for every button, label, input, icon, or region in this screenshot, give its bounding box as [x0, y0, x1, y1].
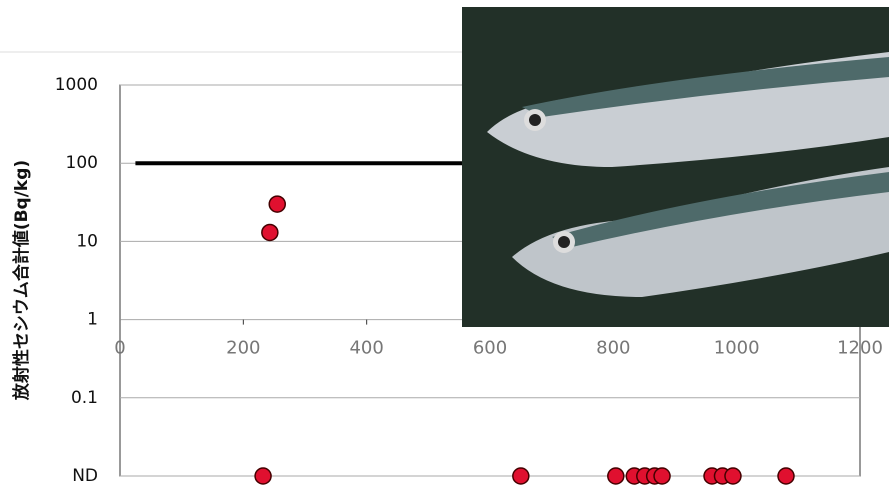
x-tick-label: 400 [349, 338, 383, 359]
data-point [512, 467, 530, 485]
y-tick-label: 1 [87, 310, 98, 330]
data-point [268, 195, 286, 213]
data-point [261, 223, 279, 242]
fish-2-back [552, 172, 889, 247]
y-tick-label: ND [72, 466, 98, 486]
y-tick-label: 0.1 [71, 388, 98, 408]
fish-1-pupil [529, 114, 541, 126]
x-tick-label: 1200 [837, 338, 883, 359]
data-point [724, 467, 742, 485]
y-tick-label: 10 [76, 231, 98, 251]
x-tick-label: 600 [473, 338, 507, 359]
x-tick-label: 1000 [714, 338, 760, 359]
fish-photo [462, 7, 889, 327]
data-point [653, 467, 671, 485]
data-point [607, 467, 625, 485]
y-tick-label: 1000 [55, 75, 98, 95]
y-tick-label: 100 [66, 153, 98, 173]
data-point [777, 467, 795, 485]
data-point [254, 467, 272, 485]
y-axis-label: 放射性セシウム合計値(Bq/kg) [11, 160, 32, 401]
x-tick-label: 800 [596, 338, 630, 359]
fish-1-back [522, 57, 889, 117]
x-tick-label: 0 [114, 338, 125, 359]
fish-2-pupil [558, 236, 570, 248]
x-tick-label: 200 [226, 338, 260, 359]
